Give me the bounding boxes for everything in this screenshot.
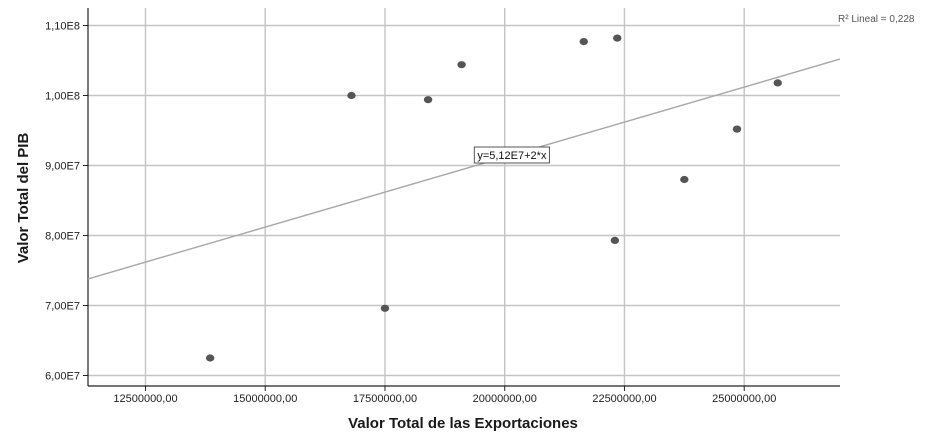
x-axis-title: Valor Total de las Exportaciones [348, 415, 578, 432]
y-tick-label: 1,10E8 [45, 21, 80, 33]
x-tick-label: 17500000,00 [353, 393, 417, 405]
fit-equation-label: y=5,12E7+2*x [473, 146, 550, 164]
y-axis-title: Valor Total del PIB [15, 133, 32, 264]
data-point [773, 79, 782, 87]
y-tick-labels: 6,00E7 7,00E7 8,00E7 9,00E7 1,00E8 1,10E8 [45, 21, 88, 383]
data-point [347, 91, 356, 100]
data-point [732, 125, 742, 133]
y-tick-label: 6,00E7 [45, 371, 80, 383]
y-tick-label: 8,00E7 [45, 231, 80, 243]
grid-lines [88, 8, 840, 386]
x-tick-label: 15000000,00 [233, 393, 297, 405]
data-point [423, 96, 433, 104]
data-point [613, 34, 622, 42]
data-point [457, 61, 466, 69]
y-tick-label: 1,00E8 [45, 91, 80, 103]
x-tick-label: 20000000,00 [473, 393, 537, 405]
data-point [579, 38, 588, 46]
x-tick-label: 22500000,00 [592, 393, 656, 405]
x-tick-labels: 12500000,00 15000000,00 17500000,00 2000000… [113, 386, 776, 405]
fit-equation-box [473, 146, 550, 164]
y-tick-label: 9,00E7 [45, 161, 80, 173]
data-point [610, 236, 620, 244]
data-point [205, 354, 215, 362]
fit-line [87, 58, 841, 280]
y-tick-label: 7,00E7 [45, 301, 80, 313]
data-points [205, 34, 782, 362]
data-point [380, 304, 390, 312]
x-tick-label: 12500000,00 [113, 393, 177, 405]
fit-equation-text: y=5,12E7+2*x [477, 150, 547, 162]
r-squared-label: R² Lineal = 0,228 [838, 14, 915, 25]
data-point [680, 175, 689, 184]
x-tick-label: 25000000,00 [712, 393, 776, 405]
